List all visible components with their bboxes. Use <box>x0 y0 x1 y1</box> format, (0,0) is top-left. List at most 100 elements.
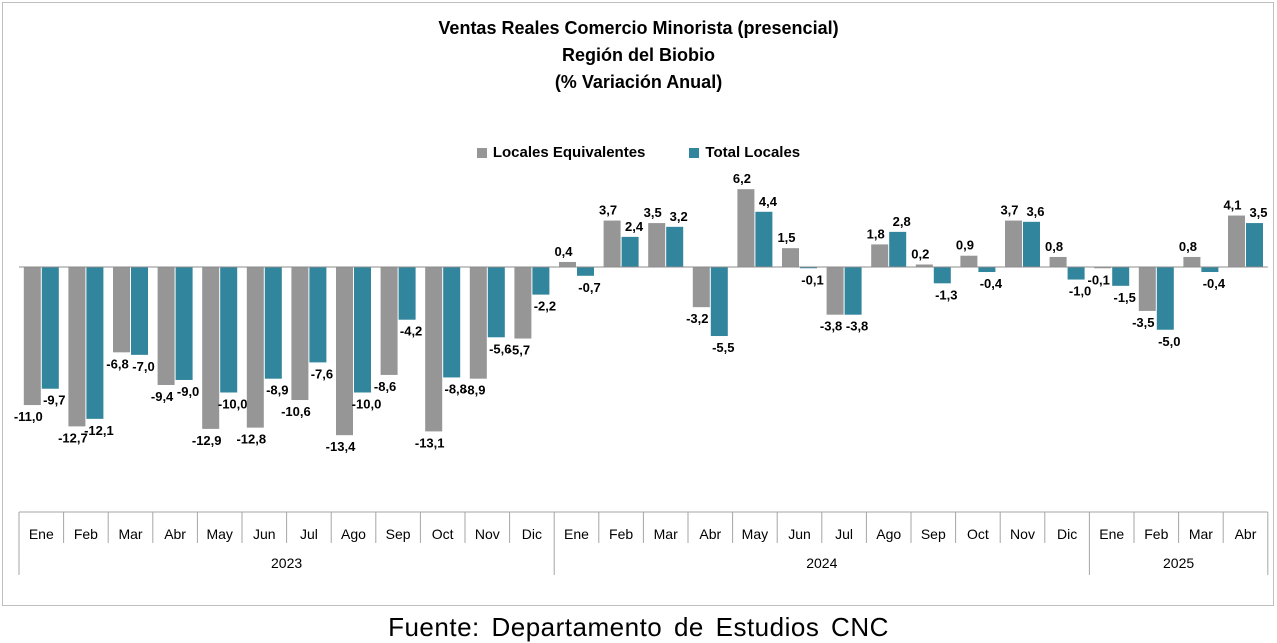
data-label: -0,7 <box>578 280 600 295</box>
bar-total-locales <box>933 267 951 284</box>
bar-total-locales <box>978 267 996 273</box>
bar-locales-equivalentes <box>737 189 755 267</box>
bar-total-locales <box>487 267 505 338</box>
chart-legend: Locales Equivalentes Total Locales <box>0 144 1277 161</box>
bar-locales-equivalentes <box>782 248 799 267</box>
data-label: -5,0 <box>1158 334 1180 349</box>
data-label: -8,9 <box>463 383 485 398</box>
bar-total-locales <box>175 267 193 380</box>
data-label: 3,6 <box>1026 204 1044 219</box>
bar-total-locales <box>577 267 594 276</box>
category-label: Ene <box>564 526 589 542</box>
data-label: -10,0 <box>218 397 248 412</box>
data-label: -0,4 <box>1203 276 1226 291</box>
category-label: Feb <box>1144 526 1168 542</box>
category-label: Sep <box>386 526 411 542</box>
data-label: -0,4 <box>980 276 1003 291</box>
data-label: -12,7 <box>58 430 88 445</box>
bar-total-locales <box>354 267 371 393</box>
bar-locales-equivalentes <box>23 267 41 406</box>
year-group-label: 2024 <box>806 555 837 571</box>
category-label: Mar <box>118 526 142 542</box>
bar-total-locales <box>131 267 148 355</box>
category-label: May <box>742 526 768 542</box>
category-label: Ene <box>29 526 54 542</box>
bar-total-locales <box>666 226 684 267</box>
data-label: -12,1 <box>84 423 114 438</box>
chart-title-line-2: Región del Biobio <box>562 45 715 65</box>
year-group-label: 2023 <box>271 555 302 571</box>
data-label: 0,4 <box>554 244 573 259</box>
data-label: -1,3 <box>935 287 957 302</box>
bar-total-locales <box>41 267 59 389</box>
data-label: -6,8 <box>106 356 128 371</box>
data-label: -3,8 <box>820 319 842 334</box>
bar-total-locales <box>1023 221 1040 267</box>
data-label: -3,8 <box>846 319 868 334</box>
data-label: 3,5 <box>644 205 662 220</box>
data-label: 6,2 <box>733 171 751 186</box>
data-label: 3,7 <box>1000 203 1018 218</box>
bar-locales-equivalentes <box>1228 215 1245 267</box>
data-label: 4,4 <box>759 194 778 209</box>
data-label: -10,6 <box>281 404 311 419</box>
category-label: Ago <box>341 526 366 542</box>
legend-swatch-teal <box>689 147 700 158</box>
bar-total-locales <box>398 267 416 320</box>
category-label: Oct <box>432 526 454 542</box>
bar-total-locales <box>621 236 639 267</box>
bar-total-locales <box>1067 267 1085 280</box>
bar-total-locales <box>800 267 817 269</box>
bar-locales-equivalentes <box>648 223 666 267</box>
bar-locales-equivalentes <box>1049 256 1067 267</box>
data-label: -1,0 <box>1069 284 1091 299</box>
bar-locales-equivalentes <box>1005 220 1022 267</box>
chart-title-line-3: (% Variación Anual) <box>554 72 723 92</box>
category-label: Dic <box>522 526 542 542</box>
bar-locales-equivalentes <box>960 255 978 267</box>
bar-total-locales <box>309 267 327 363</box>
bar-locales-equivalentes <box>291 267 309 401</box>
category-label: Nov <box>475 526 500 542</box>
data-label: -2,2 <box>534 299 556 314</box>
legend-swatch-gray <box>476 147 487 158</box>
bar-total-locales <box>1201 267 1219 273</box>
data-label: 0,2 <box>911 246 929 261</box>
bar-locales-equivalentes <box>202 267 220 429</box>
legend-label: Locales Equivalentes <box>492 144 646 161</box>
category-label: Nov <box>1010 526 1035 542</box>
bar-total-locales <box>844 267 862 315</box>
legend-label: Total Locales <box>705 144 801 161</box>
bar-locales-equivalentes <box>826 267 844 315</box>
year-group-label: 2025 <box>1163 555 1194 571</box>
category-label: Feb <box>74 526 98 542</box>
bar-total-locales <box>532 267 550 295</box>
data-label: -0,1 <box>1087 272 1109 287</box>
data-label: -13,1 <box>415 435 445 450</box>
data-label: 3,5 <box>1249 205 1267 220</box>
category-label: Jul <box>300 526 318 542</box>
bar-locales-equivalentes <box>469 267 487 379</box>
bar-locales-equivalentes <box>68 267 86 427</box>
category-label: Jun <box>253 526 276 542</box>
bar-total-locales <box>755 211 773 267</box>
bar-locales-equivalentes <box>915 264 933 267</box>
data-label: -5,7 <box>508 343 530 358</box>
bar-locales-equivalentes <box>380 267 398 375</box>
data-label: -0,1 <box>801 272 823 287</box>
bar-locales-equivalentes <box>1183 256 1201 267</box>
data-label: 2,4 <box>625 219 644 234</box>
category-label: Mar <box>654 526 678 542</box>
data-label: -11,0 <box>14 409 43 424</box>
category-label: Oct <box>967 526 989 542</box>
bar-total-locales <box>443 267 461 378</box>
bar-locales-equivalentes <box>425 267 443 432</box>
data-label: -7,6 <box>311 366 333 381</box>
data-label: -8,6 <box>374 379 396 394</box>
category-label: Feb <box>609 526 633 542</box>
data-label: 2,8 <box>893 214 911 229</box>
bar-locales-equivalentes <box>603 220 621 267</box>
bar-locales-equivalentes <box>157 267 175 385</box>
bar-total-locales <box>1112 267 1130 286</box>
